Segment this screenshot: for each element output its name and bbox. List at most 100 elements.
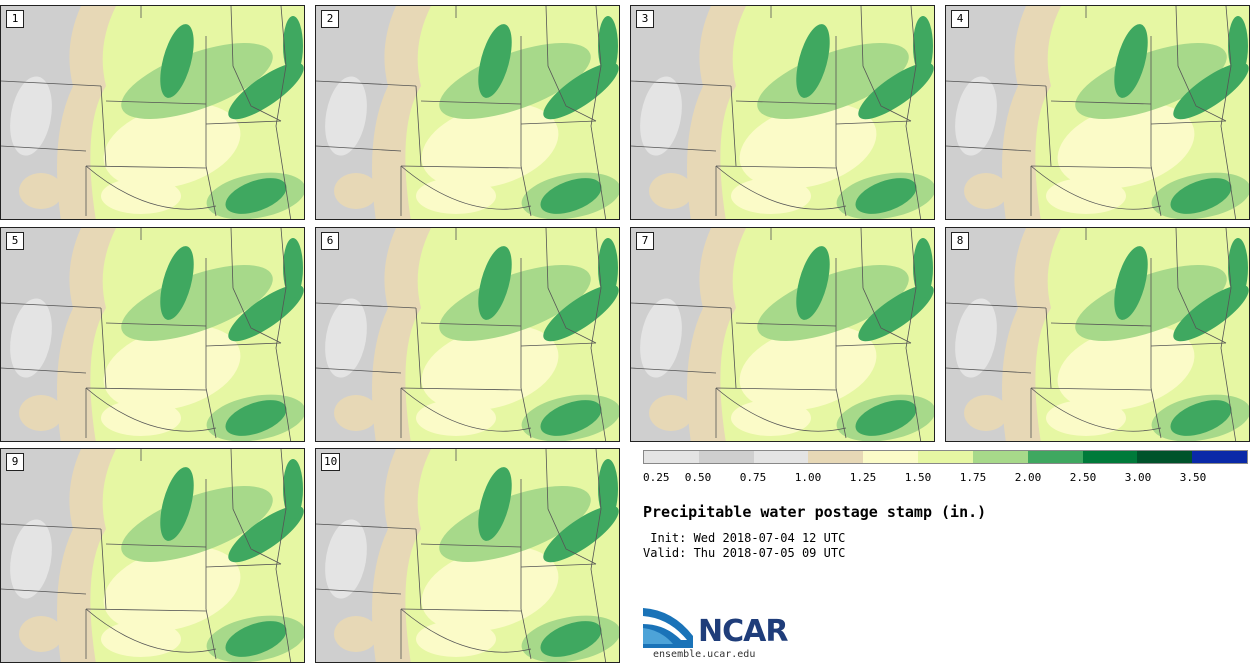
dry-patch bbox=[955, 298, 997, 378]
pw-map bbox=[1, 228, 304, 441]
legend-tick-label: 1.25 bbox=[849, 471, 877, 484]
wettest-zone bbox=[855, 400, 917, 436]
legend-swatch bbox=[1137, 451, 1193, 463]
valid-time: Valid: Thu 2018-07-05 09 UTC bbox=[643, 546, 846, 560]
dry-patch bbox=[10, 76, 52, 156]
moist-band bbox=[416, 621, 496, 657]
wet-zone bbox=[757, 265, 909, 341]
wettest-zone bbox=[598, 238, 618, 298]
member-panel-9: 9 bbox=[0, 448, 305, 663]
wettest-zone bbox=[225, 400, 287, 436]
dry-patch bbox=[334, 173, 378, 209]
color-legend: 0.25 0.50 0.75 1.00 1.25 1.50 1.75 2.00 2.50 3.00… bbox=[643, 450, 1248, 486]
legend-swatch bbox=[644, 451, 699, 463]
wettest-zone bbox=[598, 459, 618, 519]
wettest-zone bbox=[543, 284, 619, 342]
panel-number: 9 bbox=[6, 453, 24, 471]
legend-tick-label: 0.25 bbox=[643, 471, 670, 484]
wettest-zone bbox=[1114, 24, 1148, 98]
legend-swatch bbox=[972, 451, 1028, 463]
moist-band bbox=[731, 178, 811, 214]
dry-patch bbox=[334, 616, 378, 652]
pw-map bbox=[316, 6, 619, 219]
panel-number: 8 bbox=[951, 232, 969, 250]
panel-number: 3 bbox=[636, 10, 654, 28]
panel-number: 6 bbox=[321, 232, 339, 250]
ncar-logo: NCAR ensemble.ucar.edu bbox=[643, 606, 793, 660]
legend-tick-label: 2.00 bbox=[1014, 471, 1042, 484]
wettest-zone bbox=[478, 24, 512, 98]
wet-zone bbox=[121, 43, 273, 119]
pw-map bbox=[631, 228, 934, 441]
wettest-zone bbox=[228, 62, 304, 120]
state-borders bbox=[316, 449, 607, 662]
wettest-zone bbox=[283, 238, 303, 298]
ensemble-url: ensemble.ucar.edu bbox=[653, 649, 756, 660]
wettest-zone bbox=[228, 505, 304, 563]
member-panel-5: 5 bbox=[0, 227, 305, 442]
moist-band bbox=[101, 621, 181, 657]
panel-number: 4 bbox=[951, 10, 969, 28]
wettest-zone bbox=[1173, 62, 1249, 120]
legend-tick-label: 2.50 bbox=[1069, 471, 1097, 484]
pw-map bbox=[316, 228, 619, 441]
legend-swatch bbox=[1082, 451, 1138, 463]
wettest-zone bbox=[1170, 178, 1232, 214]
wettest-zone bbox=[855, 178, 917, 214]
moist-band bbox=[731, 400, 811, 436]
dry-patch bbox=[10, 298, 52, 378]
legend-tick-label: 3.50 bbox=[1179, 471, 1207, 484]
panel-number: 10 bbox=[321, 453, 341, 471]
moist-band bbox=[416, 178, 496, 214]
init-time: Init: Wed 2018-07-04 12 UTC bbox=[643, 531, 846, 545]
wettest-zone bbox=[540, 621, 602, 657]
state-borders bbox=[1, 449, 292, 662]
wettest-zone bbox=[540, 178, 602, 214]
wettest-zone bbox=[913, 238, 933, 298]
dry-patch bbox=[640, 76, 682, 156]
legend-swatch bbox=[698, 451, 754, 463]
wettest-zone bbox=[1173, 284, 1249, 342]
moist-band bbox=[421, 325, 559, 411]
member-panel-1: 1 bbox=[0, 5, 305, 220]
legend-tick-label: 1.00 bbox=[794, 471, 822, 484]
state-borders bbox=[1, 228, 292, 441]
state-borders bbox=[631, 6, 922, 219]
dry-patch bbox=[19, 616, 63, 652]
state-borders bbox=[1, 6, 292, 219]
moist-band bbox=[416, 400, 496, 436]
dry-patch bbox=[334, 395, 378, 431]
wettest-zone bbox=[1228, 16, 1248, 76]
wettest-zone bbox=[1228, 238, 1248, 298]
legend-color-bar bbox=[643, 450, 1248, 464]
wettest-zone bbox=[160, 467, 194, 541]
wettest-zone bbox=[858, 284, 934, 342]
moist-band bbox=[1046, 178, 1126, 214]
wettest-zone bbox=[478, 246, 512, 320]
state-borders bbox=[946, 6, 1237, 219]
wettest-zone bbox=[913, 16, 933, 76]
pw-map bbox=[1, 6, 304, 219]
wet-zone bbox=[121, 486, 273, 562]
moist-band bbox=[421, 103, 559, 189]
legend-swatch bbox=[808, 451, 864, 463]
wet-zone bbox=[439, 265, 591, 341]
legend-tick-label: 1.50 bbox=[904, 471, 932, 484]
wettest-zone bbox=[796, 24, 830, 98]
moist-band bbox=[1046, 400, 1126, 436]
wettest-zone bbox=[478, 467, 512, 541]
dry-patch bbox=[325, 298, 367, 378]
state-borders bbox=[316, 6, 607, 219]
dry-patch bbox=[649, 395, 693, 431]
pw-map bbox=[631, 6, 934, 219]
wettest-zone bbox=[598, 16, 618, 76]
wet-zone bbox=[439, 486, 591, 562]
member-panel-6: 6 bbox=[315, 227, 620, 442]
member-panel-8: 8 bbox=[945, 227, 1250, 442]
wettest-zone bbox=[858, 62, 934, 120]
pw-map bbox=[946, 228, 1249, 441]
legend-swatch bbox=[918, 451, 973, 463]
dry-patch bbox=[955, 76, 997, 156]
wettest-zone bbox=[1114, 246, 1148, 320]
pw-map bbox=[1, 449, 304, 662]
